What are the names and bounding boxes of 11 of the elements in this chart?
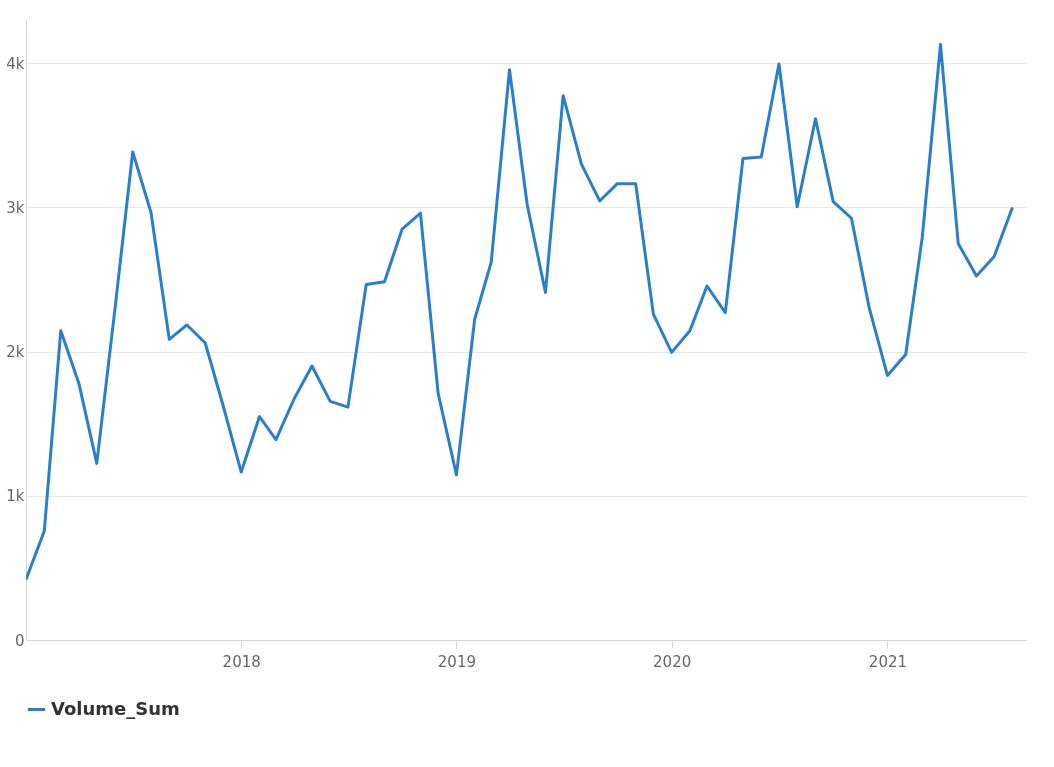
x-tick-label: 2021 xyxy=(868,652,908,671)
y-tick-label: 1k xyxy=(6,487,25,506)
y-tick-label: 0 xyxy=(14,631,25,650)
y-tick-label: 3k xyxy=(6,198,25,217)
x-tick-label: 2019 xyxy=(437,652,477,671)
x-tick-label: 2020 xyxy=(653,652,692,671)
x-tick-label: 2018 xyxy=(222,652,261,671)
y-tick-label: 4k xyxy=(6,54,25,73)
y-tick-label: 2k xyxy=(6,343,25,362)
line-series xyxy=(26,43,1014,581)
legend-label: Volume_Sum xyxy=(51,697,180,719)
